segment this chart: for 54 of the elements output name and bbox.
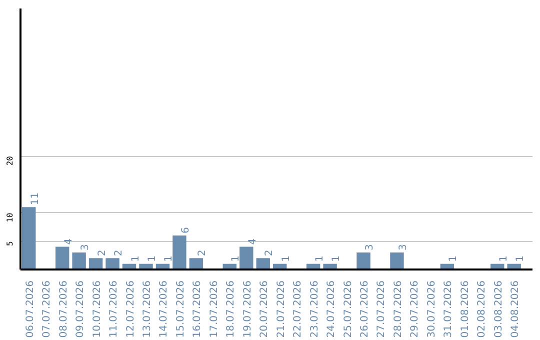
- x-tick-label: 25.07.2026: [342, 280, 354, 338]
- data-label: 2: [264, 250, 276, 256]
- data-label: 1: [314, 255, 326, 262]
- y-tick-label: 10: [6, 212, 14, 222]
- data-label: 1: [146, 255, 158, 262]
- x-tick-label: 09.07.2026: [75, 280, 86, 338]
- x-tick-label: 18.07.2026: [226, 280, 237, 338]
- x-tick-label: 07.07.2026: [42, 280, 53, 338]
- data-label: 1: [331, 255, 342, 262]
- data-label: 6: [180, 227, 192, 234]
- data-label: 2: [114, 250, 125, 256]
- data-label: 2: [197, 250, 208, 256]
- x-tick-label: 27.07.2026: [376, 280, 388, 338]
- data-label: 1: [280, 255, 292, 262]
- data-label: 3: [80, 244, 92, 250]
- x-tick-label: 11.07.2026: [108, 280, 120, 338]
- x-tick-label: 22.07.2026: [292, 280, 304, 338]
- x-tick-label: 15.07.2026: [175, 280, 186, 338]
- x-tick-label: 21.07.2026: [276, 280, 287, 338]
- x-tick-label: 08.07.2026: [58, 280, 70, 338]
- data-label: 1: [448, 255, 460, 262]
- x-tick-label: 14.07.2026: [158, 280, 170, 338]
- y-tick-label: 20: [6, 156, 14, 166]
- x-tick-label: 16.07.2026: [192, 280, 204, 338]
- data-label: 1: [498, 255, 510, 262]
- x-tick-label: 19.07.2026: [242, 280, 254, 338]
- data-label: 1: [164, 255, 175, 262]
- data-label: 4: [63, 238, 74, 245]
- x-tick-label: 24.07.2026: [326, 280, 338, 338]
- data-label: 1: [230, 255, 242, 262]
- data-label: 4: [247, 238, 258, 245]
- x-tick-label: 20.07.2026: [259, 280, 270, 338]
- x-tick-label: 30.07.2026: [426, 280, 438, 338]
- data-label: 2: [96, 250, 108, 256]
- x-tick-label: 03.08.2026: [493, 280, 504, 338]
- data-label: 3: [364, 244, 376, 250]
- data-label: 1: [130, 255, 142, 262]
- x-tick-label: 29.07.2026: [410, 280, 421, 338]
- x-tick-label: 04.08.2026: [510, 280, 522, 338]
- x-tick-label: 23.07.2026: [309, 280, 320, 338]
- x-tick-label: 02.08.2026: [476, 280, 488, 338]
- x-tick-label: 01.08.2026: [460, 280, 471, 338]
- x-tick-label: 26.07.2026: [360, 280, 371, 338]
- x-tick-label: 12.07.2026: [125, 280, 136, 338]
- data-label: 1: [515, 255, 526, 262]
- x-tick-label: 10.07.2026: [92, 280, 103, 338]
- data-label: 11: [30, 192, 41, 206]
- x-tick-label: 13.07.2026: [142, 280, 153, 338]
- x-tick-label: 06.07.2026: [24, 280, 36, 338]
- data-label: 3: [398, 244, 409, 250]
- x-tick-label: 28.07.2026: [392, 280, 404, 338]
- x-tick-label: 17.07.2026: [208, 280, 220, 338]
- x-tick-label: 31.07.2026: [443, 280, 454, 338]
- y-tick-label: 5: [6, 240, 14, 246]
